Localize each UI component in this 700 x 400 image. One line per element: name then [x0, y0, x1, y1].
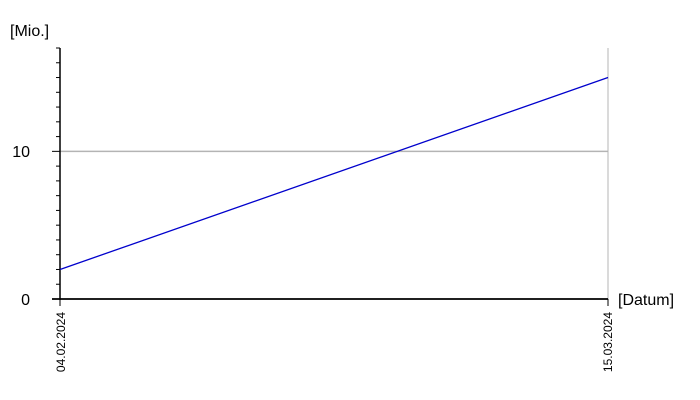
axes — [52, 47, 609, 306]
x-tick-label-start: 04.02.2024 — [54, 312, 68, 372]
grid-lines — [60, 48, 609, 299]
x-tick-label-end: 15.03.2024 — [601, 312, 615, 372]
y-tick-label-0: 0 — [21, 292, 30, 309]
series-layer — [59, 76, 609, 271]
y-axis-label: [Mio.] — [10, 23, 49, 40]
x-axis-label: [Datum] — [618, 292, 674, 309]
series-line-0 — [59, 76, 609, 271]
y-tick-label-10: 10 — [12, 144, 30, 161]
